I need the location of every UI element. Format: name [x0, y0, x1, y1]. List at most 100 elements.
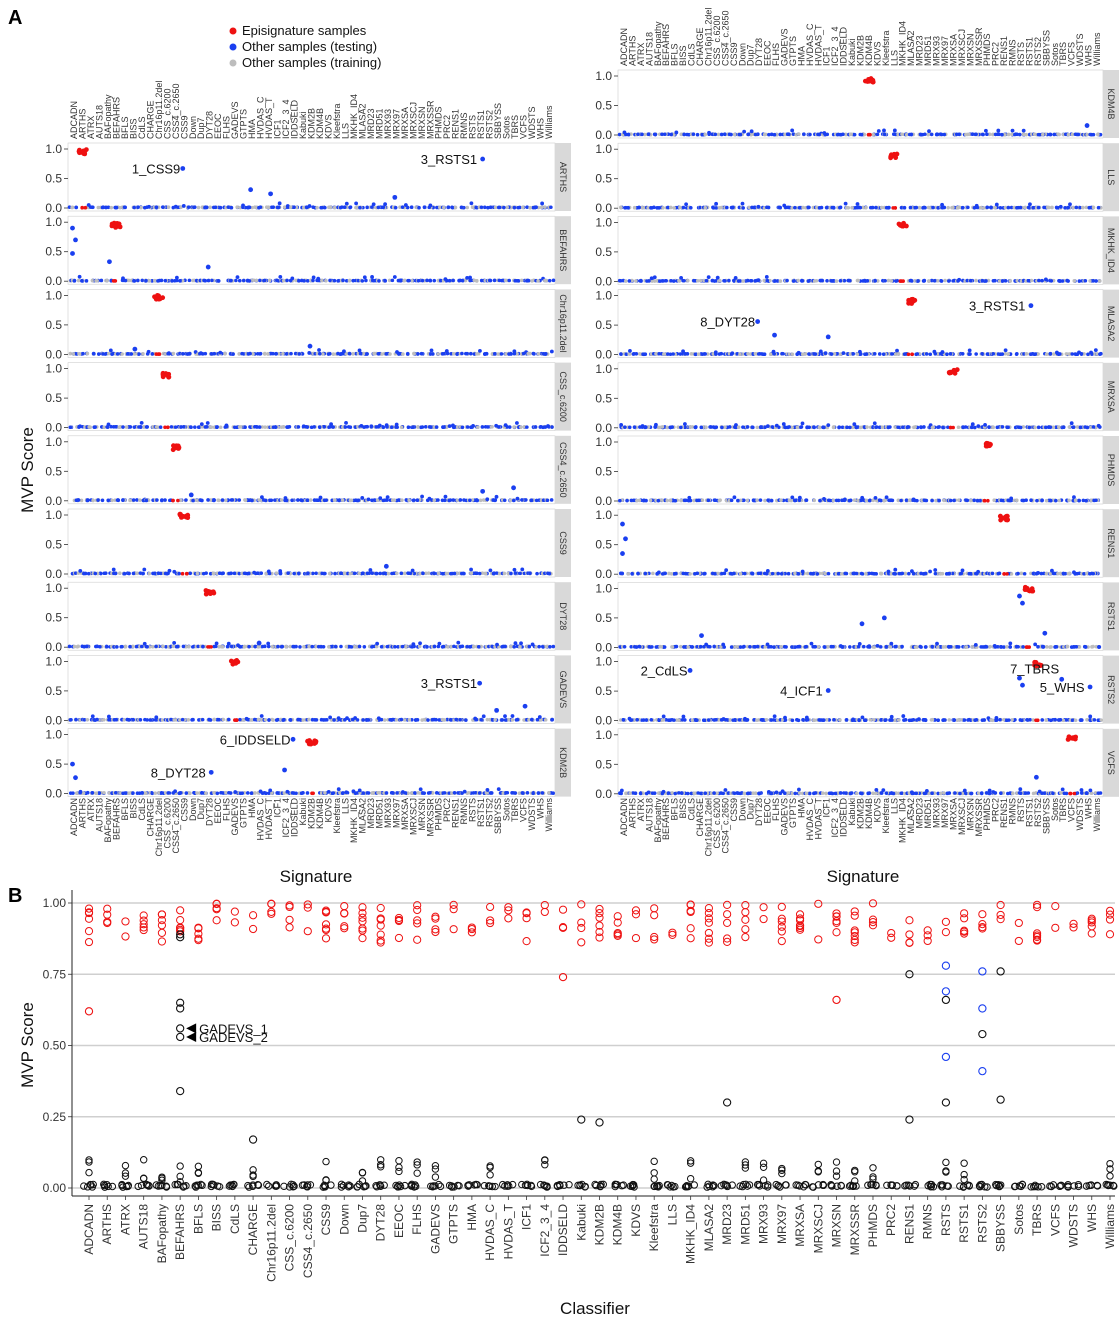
baseline-point — [333, 644, 338, 649]
baseline-point — [800, 279, 805, 283]
testing-point — [451, 423, 455, 428]
testing-point — [764, 275, 769, 279]
baseline-point — [668, 498, 673, 503]
baseline-point — [460, 425, 465, 430]
baseline-point — [419, 425, 423, 430]
baseline-point — [1074, 205, 1079, 210]
facet-plot-area — [67, 581, 556, 651]
baseline-point — [530, 279, 534, 283]
baseline-point — [525, 205, 529, 209]
baseline-point — [188, 571, 193, 576]
baseline-point — [255, 425, 259, 429]
testing-point — [797, 495, 802, 500]
baseline-point — [712, 279, 717, 283]
testing-point — [268, 788, 273, 793]
baseline-point — [212, 790, 216, 795]
baseline-point — [787, 425, 791, 429]
baseline-point — [374, 571, 379, 576]
baseline-point — [647, 279, 651, 283]
baseline-point — [101, 717, 106, 722]
baseline-point — [1071, 425, 1076, 429]
episignature-point — [313, 740, 319, 746]
testing-point — [826, 423, 831, 428]
baseline-point — [1066, 132, 1071, 137]
x-tick-label: IDDSELD — [290, 798, 300, 838]
baseline-point — [636, 132, 640, 137]
baseline-point — [812, 425, 816, 430]
baseline-point — [248, 351, 252, 356]
baseline-point — [212, 571, 216, 576]
baseline-point — [275, 278, 279, 283]
baseline-point — [332, 718, 336, 722]
baseline-point — [128, 425, 133, 429]
baseline-point — [317, 425, 322, 429]
baseline-point — [677, 279, 682, 283]
baseline-point — [813, 352, 818, 356]
baseline-point — [970, 132, 975, 136]
baseline-point — [451, 498, 456, 502]
baseline-point — [216, 498, 220, 503]
baseline-point — [254, 278, 259, 283]
testing-point — [654, 422, 658, 427]
baseline-point — [528, 571, 532, 576]
baseline-point — [917, 205, 922, 210]
baseline-point — [387, 278, 392, 283]
facet-strip-label: ARTHS — [558, 162, 568, 192]
baseline-point — [212, 717, 217, 722]
baseline-point — [307, 717, 311, 722]
x-tick-label-top: Williams — [1092, 32, 1102, 66]
baseline-point — [729, 498, 734, 503]
episignature-point — [175, 443, 181, 449]
testing-point — [70, 761, 75, 767]
baseline-point — [678, 205, 682, 210]
baseline-point — [547, 791, 551, 795]
y-tick-label: 0.5 — [595, 172, 612, 186]
baseline-point — [161, 205, 165, 209]
baseline-point — [652, 205, 656, 210]
testing-point — [107, 714, 111, 719]
baseline-point — [381, 425, 386, 430]
baseline-point — [993, 132, 998, 137]
baseline-point — [428, 352, 433, 356]
baseline-point — [703, 205, 708, 210]
baseline-point — [311, 278, 315, 283]
baseline-point — [90, 278, 95, 283]
baseline-point — [120, 644, 124, 649]
point-annotation: 3_RSTS1 — [421, 676, 477, 691]
baseline-point — [544, 278, 549, 283]
baseline-point — [209, 425, 214, 429]
baseline-point — [258, 278, 262, 283]
baseline-point — [737, 132, 742, 137]
baseline-point — [984, 279, 988, 283]
baseline-point — [1097, 279, 1102, 283]
x-tick-label-top: MRXSA — [400, 107, 410, 139]
baseline-point — [121, 425, 125, 429]
baseline-point — [973, 425, 977, 430]
baseline-point — [872, 352, 877, 356]
baseline-point — [946, 205, 950, 210]
testing-point — [895, 348, 899, 353]
testing-point — [282, 767, 287, 773]
testing-point — [437, 641, 442, 646]
baseline-point — [255, 352, 260, 356]
y-tick-label: 0.5 — [45, 172, 62, 186]
y-tick-label: 0.0 — [45, 494, 62, 508]
baseline-point — [71, 791, 75, 795]
baseline-point — [180, 717, 185, 722]
baseline-point — [121, 791, 125, 796]
baseline-point — [722, 132, 727, 137]
baseline-point — [623, 425, 627, 429]
baseline-point — [280, 644, 284, 649]
baseline-point — [460, 351, 464, 356]
baseline-point — [305, 791, 310, 795]
testing-point — [241, 203, 245, 208]
baseline-point — [286, 571, 290, 575]
y-tick-label: 0.5 — [45, 245, 62, 259]
episignature-point — [180, 571, 185, 576]
baseline-point — [281, 278, 286, 283]
testing-point — [353, 716, 358, 720]
y-tick-label: 0.0 — [595, 494, 612, 508]
baseline-point — [951, 279, 955, 283]
baseline-point — [838, 205, 842, 210]
baseline-point — [131, 791, 135, 795]
